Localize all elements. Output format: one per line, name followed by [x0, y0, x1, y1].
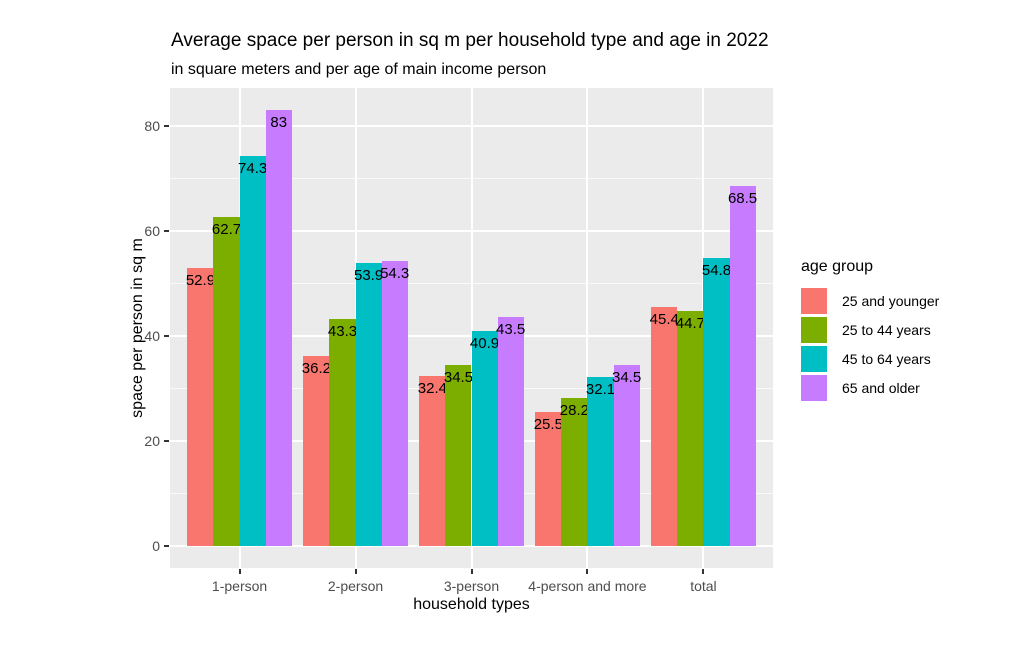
y-tick-label: 0: [152, 538, 160, 555]
legend-item-label: 65 and older: [842, 379, 920, 396]
bar-value-label: 83: [270, 113, 288, 131]
x-tick-mark: [470, 569, 473, 574]
x-tick-label: 3-person: [443, 578, 500, 594]
x-tick-mark: [586, 569, 589, 574]
legend-key-swatch: [801, 316, 827, 343]
bar: [303, 355, 330, 547]
bar: [535, 412, 562, 547]
bar: [703, 258, 730, 547]
x-tick-label: 1-person: [211, 578, 268, 594]
bar: [265, 109, 292, 547]
bar: [497, 317, 524, 547]
bar-value-label: 52.9: [185, 272, 216, 290]
legend-item: 65 and older: [801, 373, 939, 402]
y-tick-mark: [164, 124, 169, 127]
major-gridline-x: [586, 88, 589, 568]
y-tick-mark: [164, 229, 169, 232]
major-gridline-x: [470, 88, 473, 568]
y-tick-label: 20: [144, 433, 160, 450]
legend-item: 25 and younger: [801, 286, 939, 315]
legend: age group 25 and younger 25 to 44 years 45…: [801, 258, 939, 402]
legend-item: 25 to 44 years: [801, 315, 939, 344]
bar: [187, 268, 214, 547]
y-tick-label: 80: [144, 117, 160, 134]
bar: [613, 364, 640, 547]
legend-title: age group: [801, 258, 874, 275]
bar: [419, 375, 446, 547]
legend-item-label: 25 to 44 years: [842, 321, 931, 338]
bar: [239, 155, 266, 547]
bar-value-label: 74.3: [238, 159, 268, 177]
y-tick-label: 60: [144, 222, 160, 239]
bar-value-label: 32.4: [417, 379, 447, 397]
bar: [355, 262, 382, 547]
chart-subtitle: in square meters and per age of main inc…: [171, 61, 547, 78]
bar-value-label: 45.4: [649, 311, 679, 329]
x-tick-mark: [354, 569, 357, 574]
legend-key-swatch: [801, 374, 827, 401]
chart-title: Average space per person in sq m per hou…: [171, 30, 769, 51]
legend-item-label: 45 to 64 years: [842, 350, 931, 367]
legend-item: 45 to 64 years: [801, 344, 939, 373]
bar-value-label: 44.7: [675, 315, 705, 333]
x-tick-mark: [238, 569, 241, 574]
bar-value-label: 54.3: [380, 264, 410, 282]
bar: [561, 397, 588, 547]
bar-value-label: 54.8: [701, 262, 732, 280]
x-tick-label: 2-person: [327, 578, 384, 594]
bar: [381, 260, 408, 547]
bar-value-label: 25.5: [533, 416, 563, 434]
bar: [651, 307, 678, 547]
bar-value-label: 43.3: [327, 322, 358, 340]
bar-value-label: 53.9: [353, 266, 384, 284]
bar: [471, 331, 498, 547]
bar: [213, 216, 240, 547]
y-tick-mark: [164, 545, 169, 548]
bar-value-label: 43.5: [496, 321, 526, 339]
legend-items: 25 and younger 25 to 44 years 45 to 64 yea…: [801, 286, 939, 402]
y-tick-label: 40: [144, 327, 160, 344]
legend-key-swatch: [801, 345, 827, 372]
legend-key-swatch: [801, 287, 827, 314]
bar: [677, 311, 704, 547]
bar-value-label: 68.5: [727, 190, 758, 208]
bar-value-label: 36.2: [301, 359, 331, 377]
bar: [445, 364, 472, 547]
legend-item-label: 25 and younger: [842, 292, 940, 309]
x-tick-label: total: [690, 578, 717, 594]
bar-value-label: 28.2: [559, 401, 590, 419]
bar-value-label: 32.1: [585, 381, 616, 399]
bar: [329, 318, 356, 547]
bar: [587, 377, 614, 547]
y-tick-mark: [164, 334, 169, 337]
x-tick-label: 4-person and more: [528, 578, 647, 594]
x-tick-mark: [702, 569, 705, 574]
bar: [729, 186, 756, 547]
plot-panel: 52.9 62.7 74.3 83 36.2 43.3 53.9 54.3 32.4 34.5 40…: [170, 88, 773, 568]
bar-value-label: 40.9: [469, 335, 500, 353]
bar-value-label: 62.7: [211, 220, 242, 238]
x-axis-title: household types: [413, 596, 530, 613]
bar-value-label: 34.5: [443, 368, 474, 386]
bar-value-label: 34.5: [611, 368, 642, 386]
y-tick-mark: [164, 440, 169, 443]
